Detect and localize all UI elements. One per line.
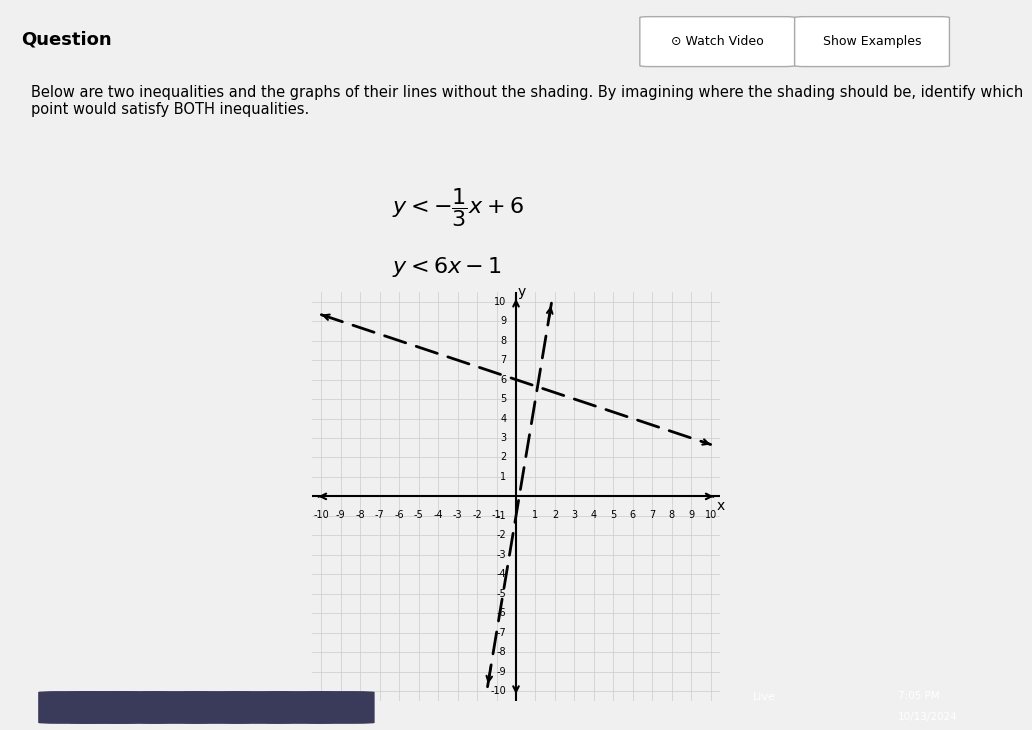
Text: 3: 3 (572, 510, 578, 520)
Text: -2: -2 (496, 530, 507, 540)
Text: -5: -5 (414, 510, 423, 520)
Text: -6: -6 (496, 608, 507, 618)
Text: 1: 1 (501, 472, 507, 482)
Text: -3: -3 (453, 510, 462, 520)
Text: -3: -3 (496, 550, 507, 560)
FancyBboxPatch shape (100, 691, 168, 724)
Text: -7: -7 (375, 510, 385, 520)
Text: $y < 6x - 1$: $y < 6x - 1$ (392, 255, 502, 279)
Text: Show Examples: Show Examples (823, 35, 922, 48)
Text: 4: 4 (501, 413, 507, 423)
FancyBboxPatch shape (265, 691, 333, 724)
Text: 9: 9 (688, 510, 695, 520)
FancyBboxPatch shape (795, 17, 949, 66)
Text: $y < -\dfrac{1}{3}x + 6$: $y < -\dfrac{1}{3}x + 6$ (392, 186, 524, 229)
Text: -2: -2 (473, 510, 482, 520)
FancyBboxPatch shape (307, 691, 375, 724)
Text: 8: 8 (669, 510, 675, 520)
Text: 1: 1 (533, 510, 539, 520)
Text: 7: 7 (501, 355, 507, 365)
Text: 2: 2 (501, 453, 507, 463)
Text: 7: 7 (649, 510, 655, 520)
FancyBboxPatch shape (38, 691, 106, 724)
Text: -9: -9 (496, 666, 507, 677)
Text: Live: Live (753, 692, 776, 702)
FancyBboxPatch shape (640, 17, 795, 66)
Text: 6: 6 (630, 510, 636, 520)
Text: 3: 3 (501, 433, 507, 443)
Text: -10: -10 (314, 510, 329, 520)
Text: ⊙ Watch Video: ⊙ Watch Video (671, 35, 764, 48)
Text: 5: 5 (501, 394, 507, 404)
Text: -5: -5 (496, 588, 507, 599)
Text: 10: 10 (494, 296, 507, 307)
Text: 9: 9 (501, 316, 507, 326)
Text: -4: -4 (496, 569, 507, 580)
Text: -8: -8 (496, 647, 507, 657)
Text: -10: -10 (490, 686, 507, 696)
Text: 10: 10 (705, 510, 717, 520)
Text: Below are two inequalities and the graphs of their lines without the shading. By: Below are two inequalities and the graph… (31, 85, 1023, 118)
FancyBboxPatch shape (224, 691, 292, 724)
Text: -1: -1 (491, 510, 502, 520)
Text: 6: 6 (501, 374, 507, 385)
FancyBboxPatch shape (141, 691, 209, 724)
Text: x: x (716, 499, 724, 513)
Text: 10/13/2024: 10/13/2024 (898, 712, 958, 722)
Text: 8: 8 (501, 336, 507, 346)
Text: -9: -9 (336, 510, 346, 520)
Text: 2: 2 (552, 510, 558, 520)
Text: Question: Question (21, 31, 111, 49)
Text: -7: -7 (496, 628, 507, 638)
FancyBboxPatch shape (69, 691, 137, 724)
Text: -4: -4 (433, 510, 443, 520)
Text: -1: -1 (496, 511, 507, 521)
Text: -6: -6 (394, 510, 404, 520)
Text: 4: 4 (590, 510, 596, 520)
Text: -8: -8 (355, 510, 365, 520)
Text: 5: 5 (610, 510, 616, 520)
FancyBboxPatch shape (183, 691, 251, 724)
Text: 7:05 PM: 7:05 PM (898, 691, 939, 701)
Text: y: y (518, 285, 526, 299)
